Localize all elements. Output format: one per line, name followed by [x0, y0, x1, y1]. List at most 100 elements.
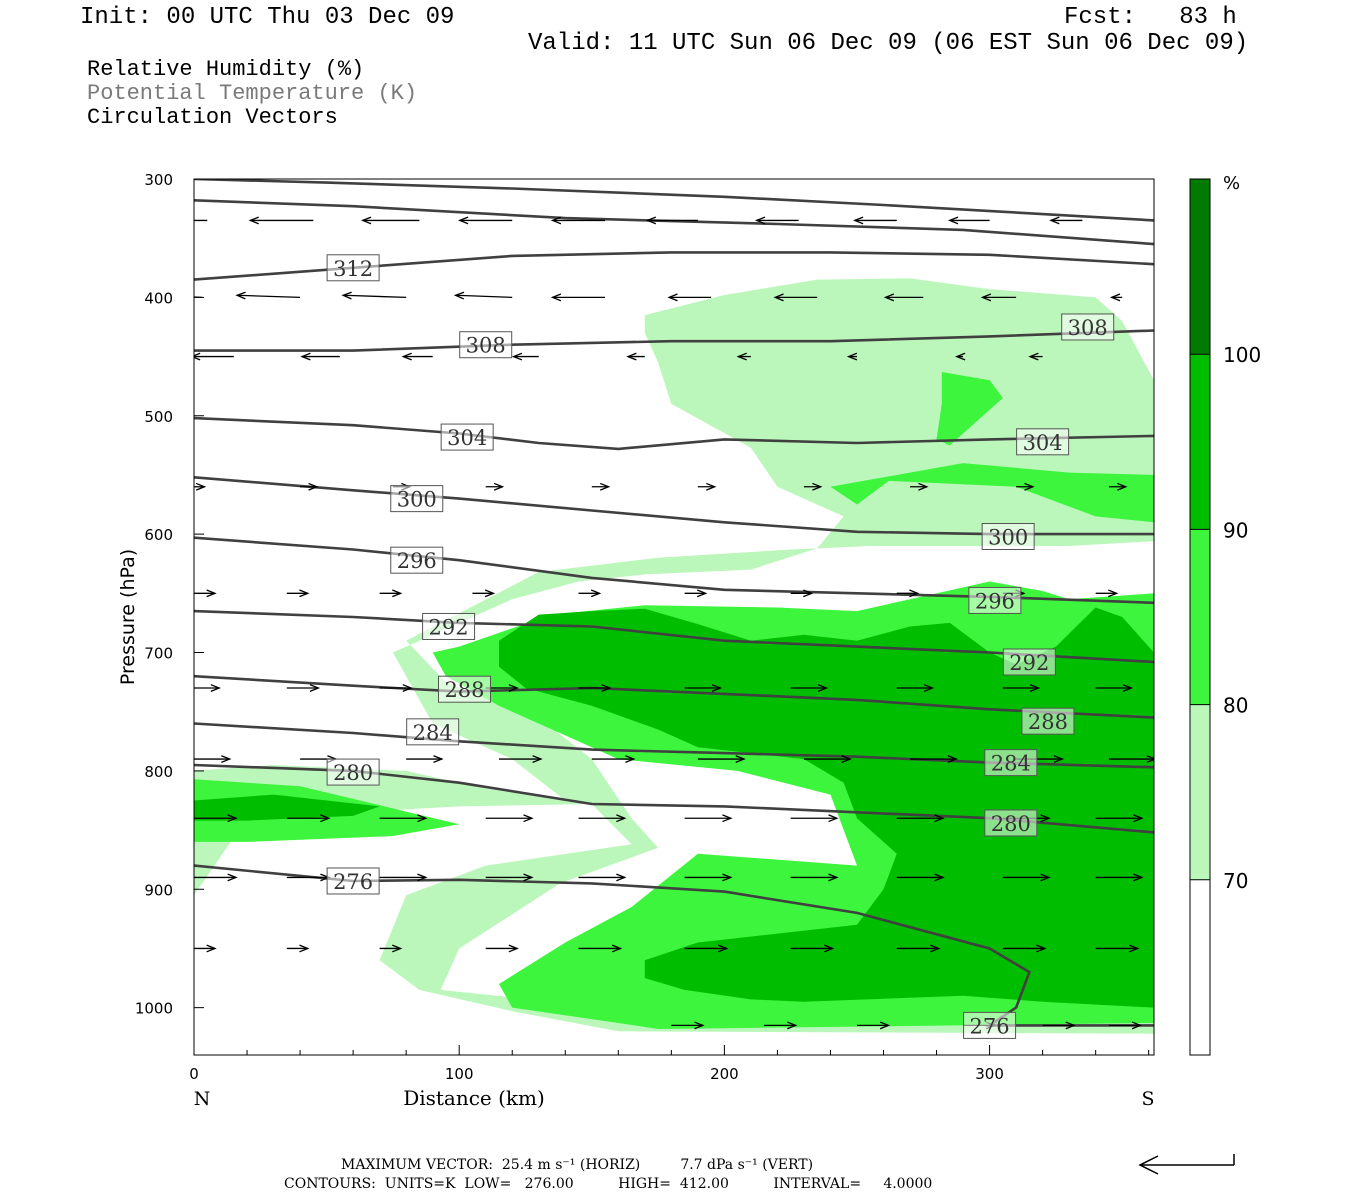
circulation-vector	[896, 589, 920, 598]
vector-head	[417, 873, 428, 882]
vector-head	[824, 944, 835, 953]
vector-head	[392, 589, 403, 598]
vector-shaft	[455, 294, 513, 299]
vector-head	[1049, 216, 1060, 225]
circulation-vector	[550, 293, 606, 302]
theta-label-box	[440, 423, 494, 451]
circulation-vector	[896, 873, 945, 882]
theta-label-box	[1061, 313, 1115, 341]
theta-label: 300	[988, 526, 1028, 550]
vector-head	[934, 873, 945, 882]
circulation-vector	[457, 216, 513, 225]
circulation-vector	[803, 755, 852, 763]
vector-head	[392, 944, 403, 953]
circulation-vector	[671, 1021, 705, 1030]
circulation-vector	[684, 589, 708, 598]
vector-head	[711, 684, 723, 692]
vector-head	[736, 352, 747, 361]
vector-head	[718, 944, 729, 953]
vector-head	[1146, 755, 1154, 763]
rh-region-70-80-0	[194, 278, 1154, 1034]
circulation-vector	[896, 684, 935, 692]
vector-head	[1040, 873, 1051, 882]
vector-head	[828, 873, 839, 882]
rh-region-90-100-4	[499, 607, 1154, 1008]
theta-label: 304	[1023, 431, 1063, 455]
theta-contour-288	[194, 674, 1154, 719]
circulation-vector	[896, 944, 941, 953]
circulation-vector	[1108, 755, 1154, 763]
theta-label: 308	[1068, 316, 1108, 340]
circulation-vector	[379, 873, 428, 882]
legend-rh: Relative Humidity (%)	[87, 57, 365, 82]
x-tick-label: 0	[189, 1065, 199, 1083]
y-tick-label: 300	[144, 171, 173, 189]
vector-head	[511, 352, 523, 361]
vector-head	[947, 755, 958, 763]
y-tick-label: 600	[144, 526, 173, 544]
y-tick-label: 800	[144, 763, 173, 781]
circulation-vector	[379, 814, 428, 823]
theta-label-box	[981, 523, 1035, 551]
vector-head	[148, 217, 156, 224]
rh-region-80-90-3	[936, 372, 1003, 446]
theta-contour-upper-11	[194, 199, 1154, 246]
vector-head	[918, 482, 929, 491]
vector-head	[508, 944, 519, 953]
circulation-vector	[485, 482, 505, 491]
circulation-vector	[300, 482, 319, 491]
colorbar-segment	[1190, 704, 1210, 880]
x-tick-label: 100	[445, 1065, 474, 1083]
circulation-vector	[667, 293, 712, 302]
theta-label: 284	[991, 752, 1031, 776]
circulation-vector	[300, 352, 340, 361]
vector-head	[645, 216, 657, 225]
circulation-vector	[194, 873, 238, 882]
vector-head	[227, 814, 238, 823]
vector-head	[667, 293, 678, 302]
vector-head	[360, 216, 372, 225]
legend-vectors: Circulation Vectors	[87, 105, 338, 130]
vector-head	[457, 216, 469, 225]
theta-contour-upper-10	[194, 179, 1154, 222]
vector-head	[1109, 293, 1121, 302]
colorbar-segment	[1190, 179, 1210, 355]
theta-label: 300	[397, 488, 437, 512]
circulation-vector	[736, 352, 751, 361]
circulation-vector	[194, 352, 234, 361]
theta-label-box	[422, 612, 476, 640]
theta-label: 276	[970, 1014, 1010, 1038]
vector-head	[308, 482, 319, 491]
vector-head	[934, 814, 945, 823]
circulation-vector	[1108, 482, 1128, 491]
south-end-label: S	[1141, 1088, 1154, 1110]
circulation-vector	[591, 482, 611, 491]
circulation-vector	[578, 944, 623, 953]
vector-head	[1028, 352, 1039, 361]
circulation-vector	[684, 684, 723, 692]
theta-label-box	[326, 867, 380, 895]
vector-head	[309, 684, 321, 692]
circulation-vector	[286, 814, 331, 823]
vector-head	[221, 755, 232, 763]
circulation-vector	[1095, 873, 1144, 882]
vector-head	[227, 873, 238, 882]
theta-label-box	[326, 758, 380, 786]
circulation-vector	[1002, 944, 1047, 953]
circulation-vector	[578, 684, 612, 692]
vector-head	[803, 589, 814, 598]
theta-label: 280	[333, 761, 373, 785]
circulation-vector	[790, 589, 814, 598]
circulation-vector	[194, 944, 217, 953]
y-tick-label: 400	[144, 289, 173, 307]
vector-head	[550, 293, 562, 302]
vector-head	[980, 293, 992, 302]
circulation-vector	[790, 684, 829, 692]
x-tick-label: 300	[975, 1065, 1004, 1083]
circulation-vector	[485, 873, 534, 882]
y-tick-label: 900	[144, 881, 173, 899]
theta-contour-296	[194, 536, 1154, 605]
vector-head	[210, 684, 221, 692]
circulation-vector	[910, 755, 958, 763]
vector-head	[484, 589, 496, 598]
